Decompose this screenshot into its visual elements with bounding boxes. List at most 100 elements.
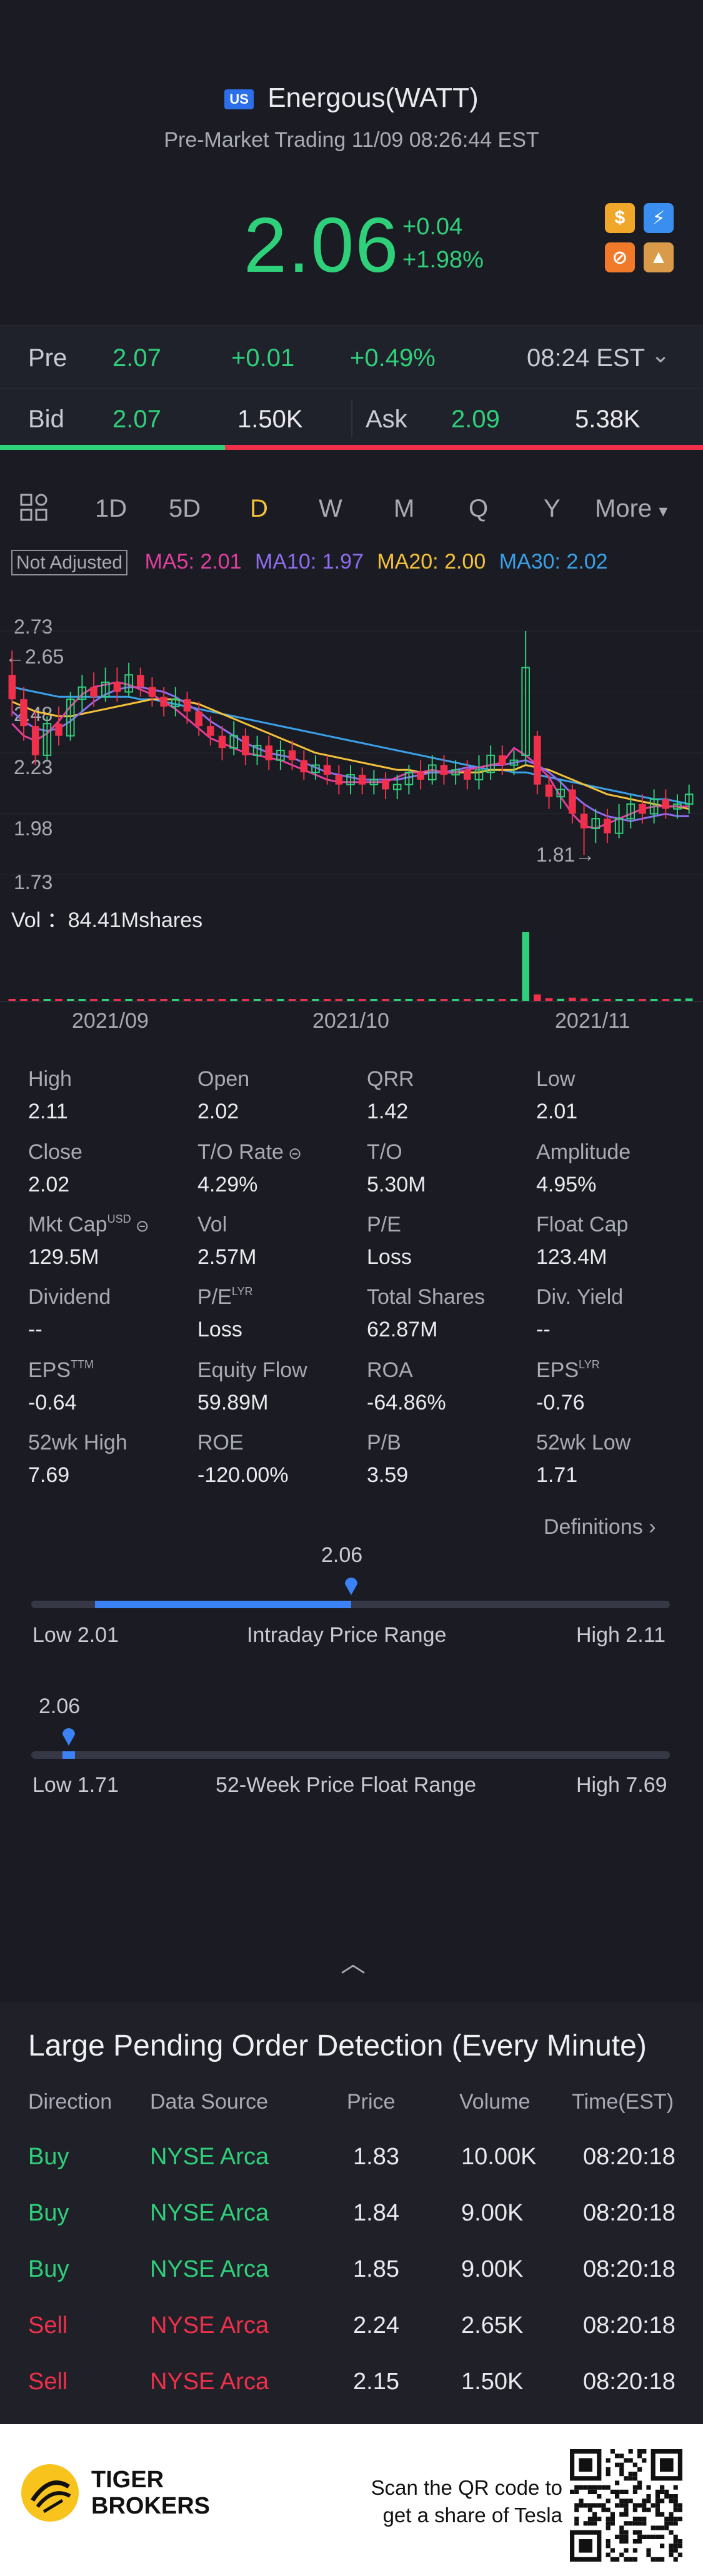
- stat-value: Loss: [367, 1245, 412, 1269]
- stat-label: Low: [536, 1067, 575, 1092]
- qr-module: [660, 2499, 665, 2504]
- qr-module: [673, 2485, 678, 2490]
- premarket-row[interactable]: Pre 2.07 +0.01 +0.49% 08:24 EST ⌄: [0, 325, 703, 389]
- qr-module: [615, 2534, 620, 2539]
- grid-layout-icon[interactable]: [19, 492, 50, 530]
- volume-bar: [160, 999, 167, 1001]
- candle: [662, 789, 670, 819]
- ma20-label: MA20: 2.00: [377, 550, 486, 574]
- collapse-chevron-icon[interactable]: ︿: [341, 1950, 366, 1977]
- not-adjusted-button[interactable]: Not Adjusted: [11, 550, 128, 575]
- bid-ask-row: Bid 2.07 1.50K Ask 2.09 5.38K: [0, 389, 703, 449]
- intraday-high-label: High 2.11: [576, 1623, 666, 1647]
- volume-bar: [662, 999, 670, 1001]
- chevron-down-icon[interactable]: ⌄: [651, 342, 671, 367]
- high-price-marker: ←2.65: [5, 645, 64, 668]
- stat-label: ROA: [367, 1358, 413, 1383]
- premarket-price: 2.07: [112, 344, 161, 372]
- qr-module: [615, 2454, 620, 2459]
- stat-value: 129.5M: [28, 1245, 99, 1269]
- candle: [90, 672, 97, 707]
- definitions-link[interactable]: Definitions ›: [544, 1515, 656, 1539]
- dollar-icon[interactable]: $: [605, 203, 635, 233]
- tab-year[interactable]: Y: [544, 495, 561, 522]
- orders-header-time: Time(EST): [572, 2090, 674, 2114]
- stat-value: 7.69: [28, 1463, 70, 1487]
- qr-module: [606, 2552, 611, 2557]
- candle: [580, 803, 588, 855]
- volume-bar: [230, 999, 238, 1001]
- order-cell-volume: 1.50K: [461, 2369, 524, 2395]
- education-icon[interactable]: ▲: [644, 242, 674, 272]
- stat-label-text: High: [28, 1067, 72, 1091]
- no-short-icon[interactable]: ⊘: [605, 242, 635, 272]
- stat-value: Loss: [197, 1318, 242, 1341]
- volume-bar: [510, 999, 518, 1001]
- candle: [486, 745, 495, 780]
- tab-more[interactable]: More ▾: [595, 495, 667, 523]
- qr-module: [642, 2534, 647, 2539]
- qr-module: [632, 2548, 637, 2553]
- qr-module: [673, 2494, 678, 2499]
- qr-module: [632, 2476, 637, 2481]
- order-cell-time: 08:20:18: [583, 2200, 676, 2226]
- tab-day[interactable]: D: [250, 495, 268, 522]
- tab-quarter[interactable]: Q: [469, 495, 489, 522]
- qr-module: [610, 2548, 615, 2553]
- candle: [31, 711, 39, 765]
- tab-month[interactable]: M: [394, 495, 415, 522]
- candle: [20, 687, 27, 741]
- stat-label-text: Open: [197, 1067, 250, 1091]
- premarket-time: 08:24 EST: [527, 344, 646, 372]
- qr-module: [592, 2521, 597, 2526]
- footer-banner[interactable]: TIGER BROKERS Scan the QR code to get a …: [0, 2424, 703, 2576]
- qr-module: [655, 2499, 660, 2504]
- qr-module: [632, 2462, 637, 2467]
- volume-bar: [125, 999, 132, 1001]
- definitions-label: Definitions: [544, 1515, 643, 1539]
- bid-label: Bid: [28, 405, 64, 433]
- qr-module: [619, 2539, 624, 2544]
- volume-chart[interactable]: [0, 925, 703, 1001]
- candle: [451, 760, 460, 785]
- volume-bar: [347, 999, 354, 1001]
- stat-label-text: EPS: [28, 1358, 71, 1382]
- candle: [148, 677, 156, 707]
- qr-module: [601, 2485, 606, 2490]
- lightning-icon[interactable]: ⚡: [644, 203, 674, 233]
- qr-module: [646, 2534, 651, 2539]
- week52-marker-icon: [62, 1728, 75, 1746]
- qr-module: [642, 2517, 647, 2522]
- tab-5d[interactable]: 5D: [169, 495, 201, 522]
- qr-module: [632, 2485, 637, 2490]
- tab-1d[interactable]: 1D: [95, 495, 127, 522]
- qr-module: [592, 2517, 597, 2522]
- candle: [392, 775, 402, 800]
- candle: [369, 770, 379, 795]
- candle: [474, 755, 484, 790]
- volume-bar: [615, 999, 623, 1001]
- info-icon[interactable]: ⊝: [283, 1144, 302, 1163]
- axis-divider: [0, 1001, 703, 1002]
- qr-module: [628, 2472, 633, 2477]
- qr-module: [619, 2489, 624, 2494]
- order-cell-time: 08:20:18: [583, 2312, 676, 2339]
- candle: [101, 667, 110, 702]
- candle: [252, 735, 262, 765]
- stat-value: 62.87M: [367, 1318, 438, 1341]
- candle: [440, 755, 448, 785]
- tab-week[interactable]: W: [319, 495, 342, 522]
- info-icon[interactable]: ⊝: [131, 1216, 149, 1235]
- candle: [66, 692, 75, 741]
- qr-module: [632, 2539, 637, 2544]
- volume-bar: [382, 999, 389, 1001]
- qr-module: [677, 2544, 682, 2549]
- stat-label: Total Shares: [367, 1285, 485, 1310]
- qr-module: [651, 2534, 656, 2539]
- volume-bar: [674, 998, 681, 1001]
- qr-code-icon[interactable]: [570, 2449, 682, 2562]
- qr-module: [592, 2489, 597, 2494]
- candle: [417, 760, 424, 790]
- candlestick-chart[interactable]: [0, 619, 703, 887]
- qr-module: [664, 2494, 669, 2499]
